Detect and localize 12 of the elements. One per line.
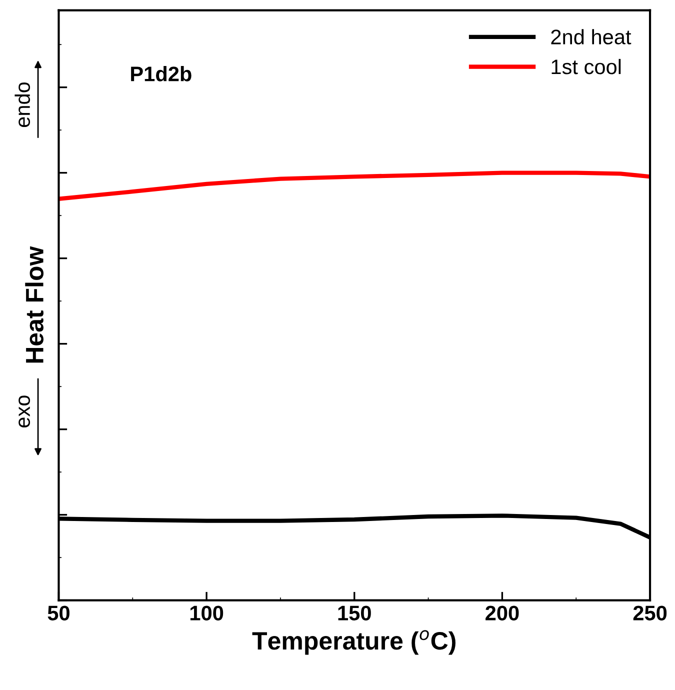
x-tick-label: 200 xyxy=(486,606,519,620)
x-tick-label: 250 xyxy=(633,606,667,620)
x-axis-title: Temperature ($^{o}$C) xyxy=(252,630,456,655)
text: endo xyxy=(14,82,30,128)
text: P1d2b xyxy=(131,66,192,82)
x-tick-label: 150 xyxy=(338,606,371,620)
y-axis-title: Heat Flow xyxy=(25,246,44,363)
legend-label: 1st cool xyxy=(552,58,621,74)
text: exo xyxy=(18,396,30,428)
x-tick-label: 50 xyxy=(48,606,70,620)
legend-label: 2nd heat xyxy=(551,29,632,44)
x-tick-label: 100 xyxy=(190,606,224,620)
